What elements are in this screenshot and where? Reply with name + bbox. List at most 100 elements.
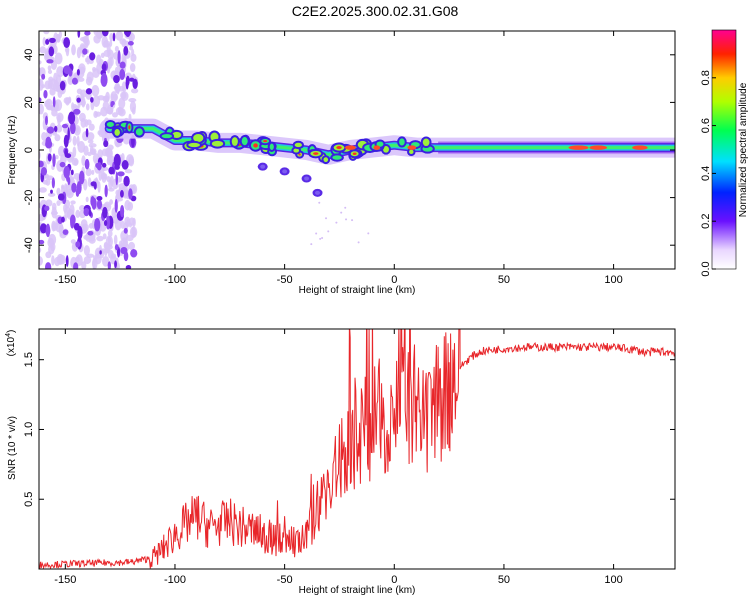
secondary-blob-core (304, 176, 310, 181)
noise-blob (45, 223, 51, 238)
noise-blob (90, 181, 97, 187)
noise-blob (39, 239, 45, 245)
noise-blob (127, 40, 134, 46)
noise-speckle (39, 60, 42, 65)
ridge-blob-peak (352, 152, 357, 156)
noise-blob (103, 140, 109, 148)
noise-blob (123, 227, 128, 234)
noise-blob (48, 37, 56, 44)
scatter-speckle (319, 237, 322, 240)
ridge-blob-peak (128, 125, 131, 130)
noise-speckle (56, 200, 61, 207)
noise-speckle (114, 211, 118, 217)
noise-speckle (55, 124, 63, 133)
noise-blob (67, 176, 71, 186)
noise-blob (130, 248, 138, 258)
noise-blob (57, 193, 65, 201)
snr-frame (38, 328, 676, 570)
ridge-blob (231, 137, 238, 146)
ridge-blob (294, 142, 302, 148)
colorbar-tick-label: 0.6 (700, 118, 712, 133)
noise-blob (83, 207, 90, 217)
noise-speckle (39, 187, 47, 193)
scatter-speckle (327, 230, 330, 233)
noise-blob (50, 189, 53, 194)
y-tick-label: 0 (23, 147, 35, 153)
noise-blob (129, 77, 135, 82)
noise-blob (62, 229, 69, 235)
noise-blob (110, 100, 115, 106)
noise-speckle (122, 188, 128, 199)
noise-blob (46, 59, 54, 64)
noise-speckle (77, 77, 85, 82)
noise-speckle (109, 175, 114, 186)
scatter-speckle (357, 241, 360, 244)
chart-title: C2E2.2025.300.02.31.G08 (291, 3, 459, 19)
noise-speckle (88, 123, 95, 131)
noise-speckle (47, 82, 53, 90)
noise-speckle (87, 139, 94, 144)
x-tick-label: 100 (604, 274, 622, 286)
noise-speckle (96, 54, 102, 65)
secondary-blob-core (282, 169, 288, 174)
noise-speckle (109, 199, 113, 205)
scatter-speckle (315, 232, 318, 235)
noise-blob (132, 78, 138, 90)
y-tick-label: 40 (23, 49, 35, 61)
y-tick-label: -20 (23, 190, 35, 206)
noise-speckle (121, 91, 129, 102)
noise-blob (78, 170, 85, 185)
noise-speckle (55, 155, 59, 160)
ridge-peak (373, 145, 381, 150)
noise-speckle (130, 53, 137, 63)
ridge-blob (332, 155, 342, 160)
spectrogram-x-label: Height of straight line (km) (299, 285, 416, 296)
noise-speckle (56, 112, 64, 123)
noise-blob (45, 262, 52, 269)
noise-blob (87, 230, 94, 236)
noise-blob (73, 108, 81, 115)
noise-speckle (112, 112, 119, 118)
noise-blob (73, 222, 80, 231)
noise-blob (59, 161, 66, 168)
noise-blob (114, 260, 117, 269)
noise-blob (40, 167, 48, 176)
colorbar-label: Normalized spectral amplitude (738, 82, 749, 217)
noise-speckle (93, 31, 99, 36)
spectrogram-x-ticks: -150 -100 -50 0 50 100 (54, 31, 623, 286)
ridge-blob (422, 138, 430, 147)
ridge-peak (344, 145, 356, 150)
y-tick-label: -40 (23, 237, 35, 253)
noise-speckle (129, 62, 136, 73)
noise-blob (120, 247, 128, 255)
noise-blob (99, 250, 102, 255)
noise-speckle (94, 253, 102, 265)
noise-speckle (45, 199, 53, 207)
noise-blob (39, 223, 48, 234)
noise-blob (85, 128, 89, 138)
noise-blob (90, 195, 95, 207)
noise-speckle (87, 132, 95, 141)
noise-speckle (105, 248, 110, 254)
noise-blob (117, 50, 121, 65)
spectrogram-y-ticks: -40 -20 0 20 40 (23, 49, 675, 253)
noise-speckle (84, 119, 89, 128)
noise-blob (117, 171, 125, 177)
noise-blob (102, 162, 107, 168)
noise-speckle (88, 223, 94, 229)
scatter-speckle (344, 206, 347, 209)
noise-speckle (56, 253, 64, 265)
noise-blob (68, 111, 76, 125)
noise-blob (45, 136, 52, 146)
noise-speckle (42, 37, 47, 47)
noise-speckle (85, 103, 90, 111)
noise-speckle (70, 239, 76, 244)
noise-speckle (47, 69, 53, 75)
spectrogram-y-label: Frequency (Hz) (7, 116, 18, 185)
noise-speckle (51, 222, 58, 231)
ridge-blob (211, 140, 224, 147)
noise-speckle (92, 68, 100, 79)
ridge-blob (376, 141, 384, 147)
noise-speckle (91, 169, 95, 175)
ridge-blob (409, 149, 414, 155)
